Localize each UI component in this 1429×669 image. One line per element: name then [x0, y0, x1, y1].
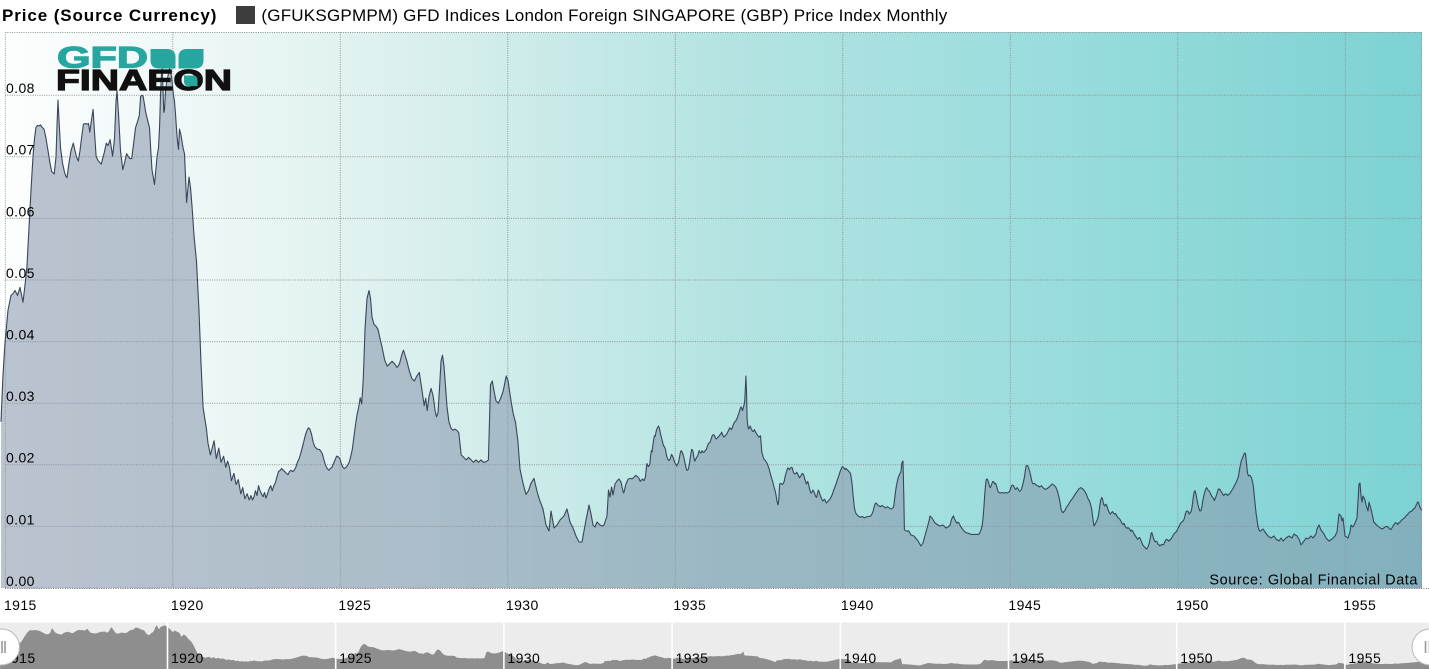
- svg-text:1915: 1915: [4, 597, 37, 613]
- svg-text:Source: Global Financial Data: Source: Global Financial Data: [1209, 573, 1418, 589]
- svg-text:1925: 1925: [339, 650, 372, 666]
- svg-text:1955: 1955: [1348, 650, 1381, 666]
- svg-text:1930: 1930: [507, 650, 540, 666]
- svg-text:0.00: 0.00: [6, 573, 35, 589]
- svg-text:1920: 1920: [171, 650, 204, 666]
- svg-text:0.08: 0.08: [6, 80, 35, 96]
- svg-text:1950: 1950: [1180, 650, 1213, 666]
- svg-text:1935: 1935: [673, 597, 706, 613]
- svg-text:1945: 1945: [1008, 597, 1041, 613]
- svg-text:1925: 1925: [338, 597, 371, 613]
- svg-text:GFD: GFD: [57, 42, 148, 75]
- svg-text:0.03: 0.03: [6, 388, 35, 404]
- svg-text:0.05: 0.05: [6, 265, 35, 281]
- svg-text:0.04: 0.04: [6, 327, 35, 343]
- svg-text:1955: 1955: [1343, 597, 1376, 613]
- svg-text:0.06: 0.06: [6, 203, 35, 219]
- svg-text:1940: 1940: [841, 597, 874, 613]
- svg-text:1950: 1950: [1176, 597, 1209, 613]
- svg-text:1930: 1930: [506, 597, 539, 613]
- svg-text:1935: 1935: [676, 650, 709, 666]
- svg-text:1940: 1940: [844, 650, 877, 666]
- svg-text:1920: 1920: [171, 597, 204, 613]
- svg-text:0.07: 0.07: [6, 142, 35, 158]
- svg-text:FINAEON: FINAEON: [56, 65, 232, 97]
- svg-text:0.01: 0.01: [6, 511, 35, 527]
- svg-text:1945: 1945: [1012, 650, 1045, 666]
- svg-text:0.02: 0.02: [6, 450, 35, 466]
